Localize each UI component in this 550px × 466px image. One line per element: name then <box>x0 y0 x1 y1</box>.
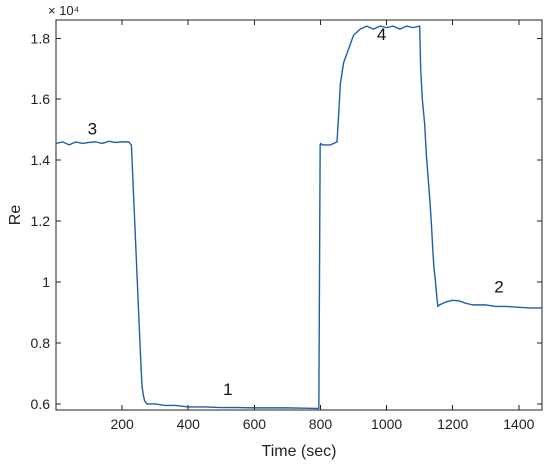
y-tick-label: 1.6 <box>31 91 51 107</box>
plot-area <box>55 19 543 411</box>
x-tick-label: 1200 <box>437 416 468 432</box>
x-tick-label: 1000 <box>371 416 402 432</box>
y-axis-exponent-label: × 10⁴ <box>48 3 79 18</box>
y-axis: 0.6 0.8 1 1.2 1.4 1.6 1.8 <box>31 30 542 412</box>
y-tick-label: 1 <box>42 274 50 290</box>
annotation-label: 1 <box>223 380 232 399</box>
annotation-label: 2 <box>494 278 503 297</box>
x-tick-label: 200 <box>110 416 134 432</box>
y-tick-label: 0.8 <box>31 335 51 351</box>
annotation-label: 4 <box>377 25 386 44</box>
annotations: 1 2 3 4 <box>88 25 504 399</box>
y-tick-label: 1.4 <box>31 152 51 168</box>
x-tick-label: 600 <box>243 416 267 432</box>
x-tick-label: 1400 <box>503 416 534 432</box>
y-tick-label: 0.6 <box>31 396 51 412</box>
y-tick-label: 1.8 <box>31 30 51 46</box>
plot-frame <box>55 19 543 411</box>
x-tick-label: 400 <box>177 416 201 432</box>
y-tick-label: 1.2 <box>31 213 51 229</box>
y-axis-label: Re <box>7 205 24 226</box>
series-line-0 <box>55 25 542 410</box>
x-tick-label: 800 <box>309 416 333 432</box>
x-axis: 200 400 600 800 1000 1200 1400 <box>110 20 535 432</box>
x-axis-label: Time (sec) <box>262 443 337 460</box>
annotation-label: 3 <box>88 119 97 138</box>
